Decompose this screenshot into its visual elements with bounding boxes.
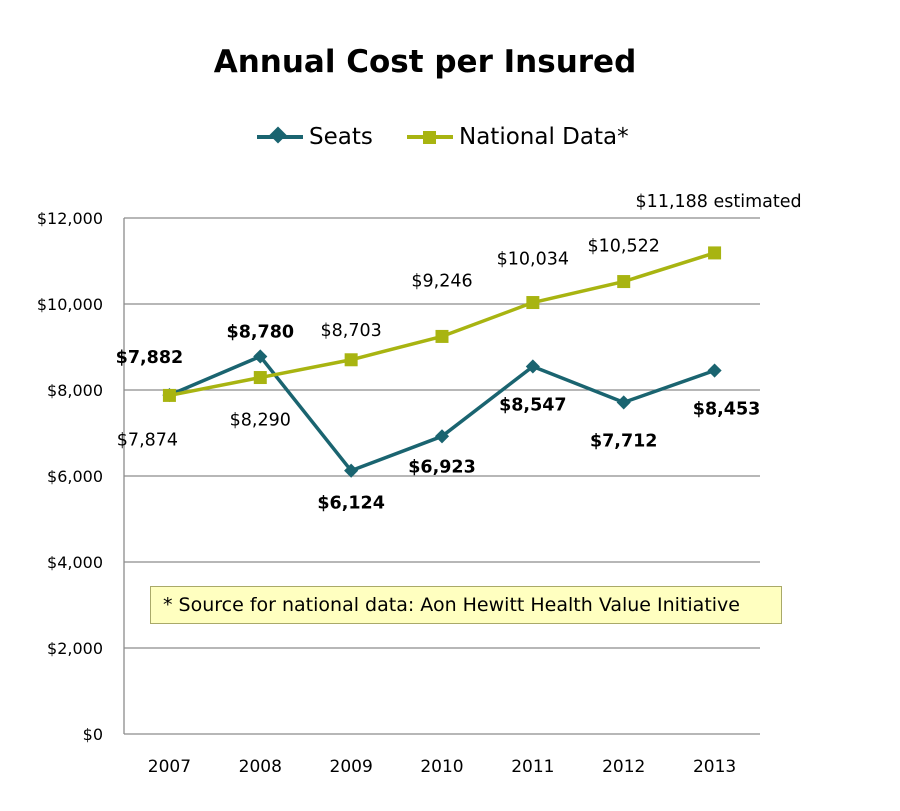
data-label: $11,188 estimated: [636, 192, 802, 212]
x-tick-label: 2010: [420, 757, 463, 777]
data-point: [434, 429, 450, 444]
y-tick-label: $8,000: [47, 381, 103, 400]
data-point: [617, 275, 631, 289]
data-label: $9,246: [411, 271, 472, 291]
data-point: [253, 371, 267, 385]
y-tick-label: $2,000: [47, 639, 103, 658]
data-point: [344, 463, 359, 478]
chart-title: Annual Cost per Insured: [213, 44, 637, 80]
data-point: [616, 395, 631, 410]
data-label: $6,923: [408, 457, 476, 477]
data-point: [707, 363, 722, 378]
legend: Seats National Data*: [0, 122, 900, 156]
data-point: [708, 246, 722, 260]
x-tick-label: 2012: [602, 757, 645, 777]
y-tick-label: $10,000: [37, 295, 103, 314]
legend-swatch-seats: [257, 126, 303, 144]
y-tick-label: $4,000: [47, 553, 103, 572]
x-tick-label: 2009: [330, 757, 373, 777]
data-label: $10,034: [497, 250, 569, 270]
data-point: [435, 329, 449, 343]
data-label: $8,290: [230, 411, 291, 431]
data-label: $7,712: [590, 431, 658, 451]
legend-swatch-national-data: [407, 131, 453, 144]
data-label: $8,547: [499, 395, 567, 415]
x-tick-label: 2013: [693, 757, 736, 777]
data-point: [344, 353, 358, 367]
legend-label-national-data: National Data*: [459, 124, 629, 150]
data-label: $8,453: [693, 400, 761, 420]
legend-item-seats: Seats: [255, 122, 373, 152]
x-tick-label: 2008: [239, 757, 282, 777]
x-tick-label: 2011: [511, 757, 554, 777]
data-label: $8,703: [321, 321, 382, 341]
y-tick-label: $0: [83, 725, 103, 744]
y-tick-label: $6,000: [47, 467, 103, 486]
source-note: * Source for national data: Aon Hewitt H…: [150, 586, 782, 624]
legend-label-seats: Seats: [309, 124, 373, 150]
data-point: [525, 359, 540, 374]
y-tick-label: $12,000: [37, 209, 103, 228]
legend-item-national-data: National Data*: [405, 122, 629, 152]
data-label: $7,882: [116, 348, 184, 368]
data-point: [162, 388, 176, 402]
data-label: $7,874: [117, 430, 178, 450]
data-label: $10,522: [588, 237, 660, 257]
x-tick-label: 2007: [148, 757, 191, 777]
data-label: $8,780: [227, 322, 295, 342]
data-label: $6,124: [317, 494, 385, 514]
data-point: [526, 296, 540, 310]
